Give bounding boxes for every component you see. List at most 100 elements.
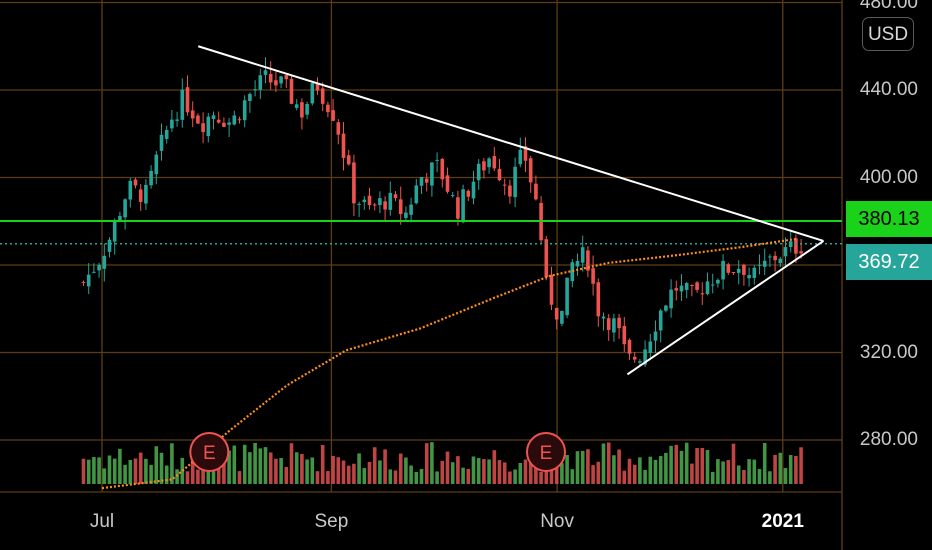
candle-body	[440, 158, 445, 180]
volume-bar	[253, 442, 257, 484]
volume-bar	[159, 452, 164, 484]
trendlines[interactable]	[197, 45, 825, 376]
candle-body	[560, 310, 564, 324]
candle-body	[492, 156, 497, 169]
volume-bar	[268, 452, 273, 484]
candle-body	[690, 285, 694, 287]
volume-bar	[180, 457, 185, 484]
y-tick-label: 400.00	[859, 166, 918, 188]
candle-body	[367, 195, 372, 206]
volume-bar	[419, 469, 424, 484]
candle-body	[263, 70, 268, 75]
volume-bar	[149, 464, 153, 484]
candle-body	[653, 331, 658, 341]
candle-body	[669, 289, 673, 309]
candle-body	[430, 162, 434, 186]
candle-body	[362, 199, 367, 203]
candle-body	[222, 122, 226, 127]
candle-body	[419, 177, 424, 186]
volume-bar	[534, 458, 538, 484]
volume-bar	[170, 443, 174, 484]
candle-body	[175, 119, 179, 121]
volume-bar	[430, 442, 434, 484]
volume-bar	[752, 459, 757, 484]
volume-bar	[357, 453, 361, 484]
volume-bar	[435, 471, 439, 484]
volume-bar	[596, 461, 601, 484]
volume-bar	[710, 471, 715, 484]
volume-bar	[222, 449, 226, 484]
candle-body	[549, 275, 554, 305]
price-levels	[0, 219, 842, 245]
candle-body	[185, 87, 190, 113]
candle-body	[216, 119, 221, 123]
volume-bar	[612, 455, 616, 484]
candle-body	[211, 115, 216, 119]
candle-body	[149, 170, 153, 186]
candle-body	[112, 220, 117, 242]
y-tick-label: 480.00	[859, 0, 918, 13]
volume-bar	[476, 458, 481, 484]
candle-body	[700, 293, 705, 295]
candle-body	[586, 250, 590, 271]
volume-bar	[352, 463, 356, 484]
candle-body	[482, 161, 486, 171]
candle-body	[404, 212, 408, 218]
volume-bar	[487, 459, 491, 484]
volume-bar	[783, 467, 788, 484]
candle-body	[201, 123, 205, 133]
volume-bar	[643, 469, 647, 484]
candle-body	[705, 281, 710, 295]
moving-average-line	[101, 237, 798, 490]
volume-bar	[617, 449, 621, 484]
candle-body	[346, 155, 351, 165]
candle-body	[268, 73, 273, 83]
currency-button[interactable]: USD	[862, 17, 914, 51]
candle-body	[305, 103, 309, 115]
volume-bar	[669, 445, 673, 484]
y-tick-label: 320.00	[859, 341, 918, 363]
volume-bar	[144, 458, 148, 484]
volume-bar	[528, 454, 533, 484]
candle-body	[502, 184, 507, 186]
volume-bar	[726, 460, 731, 484]
candle-body	[310, 83, 315, 104]
candle-body	[378, 198, 382, 206]
x-tick-label: Jul	[89, 511, 115, 532]
trendline-descending	[197, 45, 824, 242]
volume-bar	[284, 466, 289, 484]
volume-bar	[409, 465, 413, 484]
volume-bar	[107, 455, 112, 484]
volume-bar	[773, 454, 777, 484]
volume-bar	[502, 462, 507, 484]
volume-bar	[648, 456, 653, 484]
candle-body	[456, 197, 460, 219]
earnings-marker	[526, 432, 566, 472]
candle-body	[97, 264, 101, 271]
candle-body	[81, 281, 86, 283]
volume-bar	[492, 450, 497, 484]
volume-bar	[92, 457, 96, 484]
candle-body	[554, 307, 559, 320]
volume-bar	[716, 459, 720, 484]
candle-body	[658, 310, 663, 331]
trendline-ascending	[626, 240, 825, 376]
candle-body	[237, 119, 242, 121]
candle-body	[757, 264, 762, 266]
volume-bar	[196, 469, 200, 484]
candle-body	[341, 133, 346, 158]
volume-bar	[274, 458, 278, 484]
volume-bar	[721, 461, 725, 484]
volume-bar	[123, 464, 127, 484]
volume-bar	[326, 471, 330, 484]
last-price-label: 369.72	[846, 244, 932, 280]
candle-body	[591, 268, 595, 284]
candle-body	[575, 260, 580, 267]
candle-body	[190, 110, 195, 119]
volume-bar	[736, 465, 741, 484]
candle-body	[331, 110, 335, 121]
x-tick-label: 2021	[761, 511, 804, 532]
x-tick-label: Sep	[314, 511, 349, 532]
